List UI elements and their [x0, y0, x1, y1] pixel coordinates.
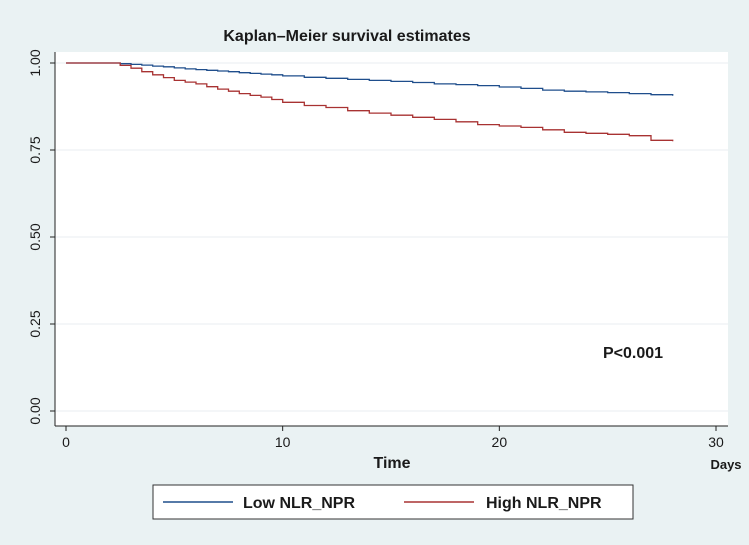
chart-title: Kaplan–Meier survival estimates [223, 28, 470, 45]
y-tick-label: 0.00 [27, 397, 43, 424]
grid-lines [55, 62, 728, 412]
y-tick-label: 0.75 [27, 136, 43, 163]
series-line-high-nlr-npr [66, 62, 674, 142]
plot-background [55, 52, 728, 426]
x-tick-label: 20 [492, 434, 508, 450]
axes: 0.00 0.25 0.50 0.75 1.00 0 10 20 30 [27, 49, 728, 450]
y-tick-label: 1.00 [27, 49, 43, 76]
y-tick-label: 0.25 [27, 310, 43, 337]
x-tick-label: 0 [62, 434, 70, 450]
y-tick-label: 0.50 [27, 223, 43, 250]
x-unit-label: Days [710, 457, 741, 472]
x-tick-label: 30 [708, 434, 724, 450]
x-axis-label: Time [373, 455, 410, 472]
legend: Low NLR_NPR High NLR_NPR [152, 484, 634, 520]
p-value-annotation: P<0.001 [603, 345, 663, 362]
series-lines [66, 62, 674, 142]
series-line-low-nlr-npr [66, 62, 674, 96]
legend-label-low: Low NLR_NPR [243, 495, 355, 512]
x-tick-label: 10 [275, 434, 291, 450]
legend-label-high: High NLR_NPR [486, 495, 602, 512]
